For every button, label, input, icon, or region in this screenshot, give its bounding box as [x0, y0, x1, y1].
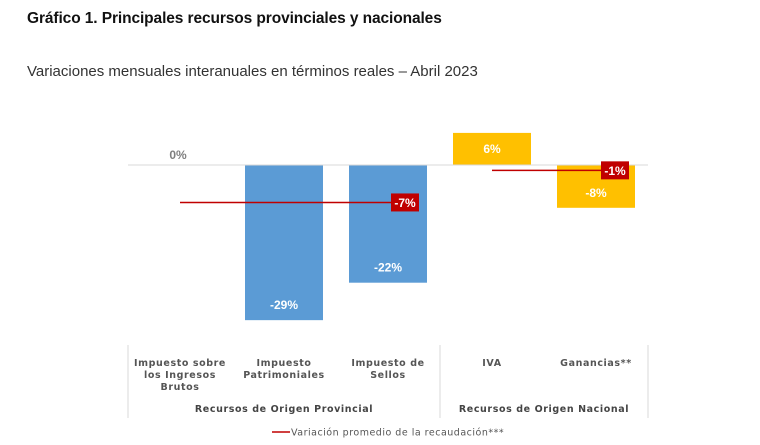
category-label: Impuesto	[257, 358, 312, 369]
bars-layer	[245, 132, 635, 321]
bar-3	[349, 165, 427, 283]
chart-subtitle: Variaciones mensuales interanuales en té…	[27, 63, 478, 80]
average-label-provincial: -7%	[394, 196, 416, 210]
category-label: Brutos	[160, 382, 199, 393]
category-label: Impuesto sobre	[134, 358, 226, 369]
group-label-provincial: Recursos de Origen Provincial	[195, 404, 373, 415]
bar-4	[453, 132, 531, 165]
chart-title: Gráfico 1. Principales recursos provinci…	[27, 10, 442, 27]
data-label: -29%	[270, 298, 298, 312]
group-label-nacional: Recursos de Origen Nacional	[459, 404, 629, 415]
category-label: IVA	[482, 358, 501, 369]
data-label: -22%	[374, 261, 402, 275]
category-label: Patrimoniales	[243, 370, 325, 381]
category-label: Sellos	[370, 370, 406, 381]
legend-label: Variación promedio de la recaudación***	[291, 428, 504, 439]
average-label-box-provincial	[391, 193, 419, 212]
data-label: 0%	[169, 148, 187, 162]
data-labels-layer: 0% -29% -22% 6% -8%	[169, 142, 607, 312]
data-label: 6%	[483, 142, 501, 156]
average-lines-layer: -7% -1%	[180, 161, 629, 212]
bar-2	[245, 165, 323, 321]
category-label: los Ingresos	[144, 370, 216, 381]
category-label: Impuesto de	[351, 358, 424, 369]
category-label: Ganancias**	[560, 358, 632, 369]
legend: Variación promedio de la recaudación***	[272, 428, 504, 439]
data-label: -8%	[585, 186, 607, 200]
average-label-nacional: -1%	[604, 164, 626, 178]
average-label-box-nacional	[601, 161, 629, 180]
